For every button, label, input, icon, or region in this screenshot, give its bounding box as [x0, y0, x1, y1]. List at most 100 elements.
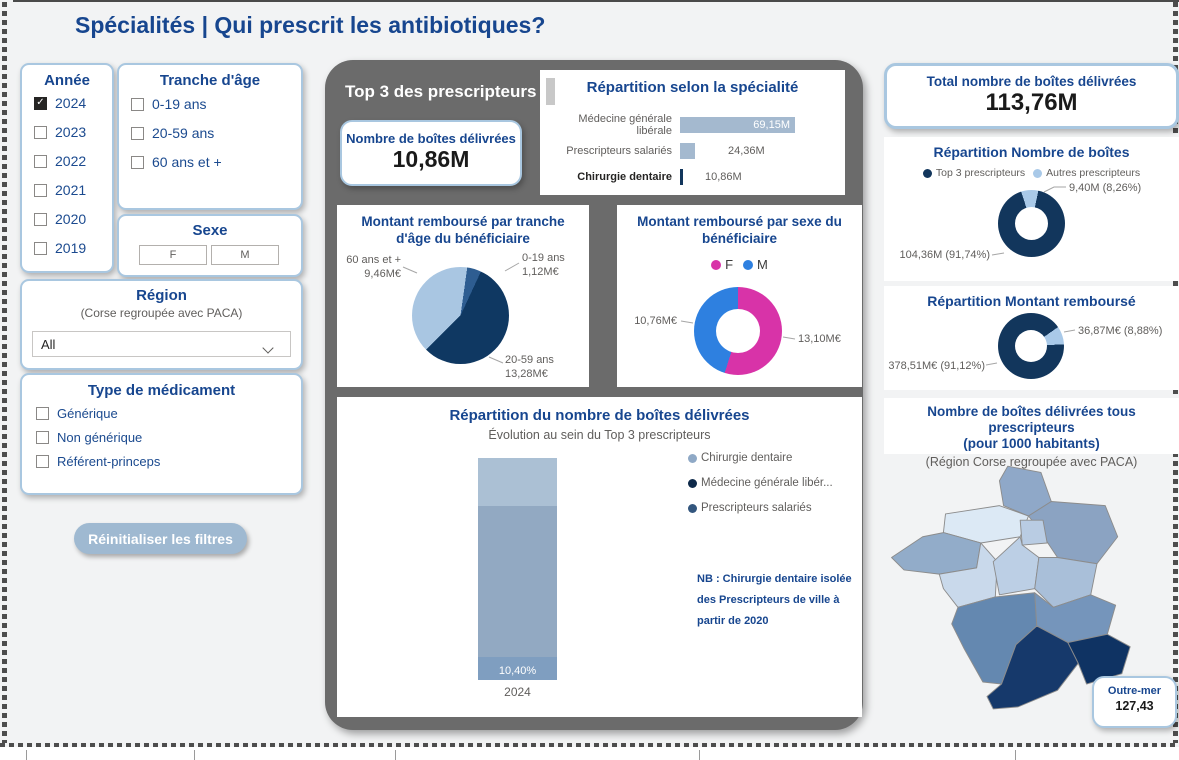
column-divider: [26, 750, 27, 760]
checkbox-row-2020[interactable]: ✓ 2020: [34, 211, 86, 227]
bar[interactable]: [680, 116, 795, 133]
checkbox-label[interactable]: 2020: [55, 211, 87, 227]
age-pie-title: Montant remboursé par tranche d'âge du b…: [361, 214, 565, 246]
checkbox-label[interactable]: Générique: [57, 406, 118, 421]
legend-item[interactable]: Top 3 prescripteurs: [922, 167, 1025, 179]
checkbox-label[interactable]: Non générique: [57, 430, 143, 445]
map-header-card: Nombre de boîtes délivrées tous prescrip…: [884, 398, 1179, 469]
checkbox-label[interactable]: 2023: [55, 124, 87, 140]
checkbox-row-non-generique[interactable]: ✓ Non générique: [36, 430, 142, 445]
checkbox-row-generique[interactable]: ✓ Générique: [36, 406, 118, 421]
checkbox-label[interactable]: 60 ans et +: [152, 154, 222, 170]
pie-label-60plus: 60 ans et +9,46M€: [346, 254, 401, 280]
checkbox[interactable]: ✓: [34, 96, 47, 110]
region-dropdown[interactable]: All: [32, 331, 291, 357]
checkbox-label[interactable]: 20-59 ans: [152, 125, 215, 141]
legend-item[interactable]: Médecine générale libér...: [688, 477, 833, 489]
checkbox[interactable]: ✓: [36, 431, 49, 444]
chart-card-montant-donut: Répartition Montant remboursé 36,87M€ (8…: [884, 286, 1179, 390]
nombre-donut-chart[interactable]: [998, 190, 1065, 257]
map-title-line1: Nombre de boîtes délivrées tous prescrip…: [927, 404, 1136, 435]
map-region-ile-de-france[interactable]: [1019, 519, 1048, 546]
checkbox-label[interactable]: 2019: [55, 240, 87, 256]
checkbox-row-2024[interactable]: ✓ 2024: [34, 95, 86, 111]
tranche-age-title: Tranche d'âge: [159, 72, 261, 89]
donut-label-top3: 378,51M€ (91,12%): [888, 360, 985, 372]
sexe-donut-title: Montant remboursé par sexe du bénéficiai…: [637, 214, 842, 246]
checkbox[interactable]: ✓: [34, 212, 47, 226]
checkbox-row-referent-princeps[interactable]: ✓ Référent-princeps: [36, 454, 160, 469]
legend-item[interactable]: Prescripteurs salariés: [688, 502, 833, 514]
segment-medecine-generale[interactable]: [478, 505, 557, 657]
checkbox-row-2022[interactable]: ✓ 2022: [34, 153, 86, 169]
chart-card-specialite: Répartition selon la spécialité Médecine…: [540, 70, 845, 195]
map-title-line2: (pour 1000 habitants): [963, 436, 1100, 451]
legend-dot: [688, 503, 697, 513]
segment-prescripteurs-salaries[interactable]: [478, 458, 557, 506]
sexe-button-f[interactable]: F: [139, 245, 207, 265]
age-pie-chart[interactable]: [412, 267, 509, 364]
bar-category-label[interactable]: Chirurgie dentaire: [577, 170, 672, 183]
montant-donut-chart[interactable]: [998, 313, 1064, 379]
chevron-down-icon: [262, 339, 282, 354]
map-region-occitanie[interactable]: [986, 625, 1079, 710]
outre-mer-card: Outre-mer 127,43: [1092, 676, 1177, 728]
checkbox-row-0-19[interactable]: ✓ 0-19 ans: [131, 96, 206, 112]
total-kpi-label: Total nombre de boîtes délivrées: [926, 74, 1137, 89]
checkbox-row-60-plus[interactable]: ✓ 60 ans et +: [131, 154, 222, 170]
checkbox[interactable]: ✓: [34, 154, 47, 168]
filter-card-tranche-age: Tranche d'âge: [117, 63, 303, 210]
donut-label-m: 10,76M€: [634, 315, 677, 327]
segment-chirurgie-dentaire[interactable]: 10,40%: [478, 656, 557, 680]
checkbox-row-20-59[interactable]: ✓ 20-59 ans: [131, 125, 214, 141]
sexe-donut-chart[interactable]: [694, 287, 782, 375]
legend-item[interactable]: Chirurgie dentaire: [688, 452, 833, 464]
map-region-bretagne[interactable]: [891, 532, 982, 575]
checkbox[interactable]: ✓: [36, 407, 49, 420]
legend-item-f[interactable]: F: [711, 257, 733, 272]
map-region-centre-val-de-loire[interactable]: [992, 536, 1040, 596]
donut-label-autres: 9,40M (8,26%): [1069, 182, 1142, 194]
checkbox[interactable]: ✓: [34, 241, 47, 255]
evolution-subtitle: Évolution au sein du Top 3 prescripteurs: [488, 428, 711, 442]
bar[interactable]: [680, 168, 683, 185]
bar-category-label[interactable]: Médecine générale libérale: [578, 112, 672, 137]
reset-filters-button[interactable]: Réinitialiser les filtres: [74, 523, 247, 554]
page-border-top: [13, 0, 1179, 2]
bar[interactable]: [680, 142, 695, 159]
region-subtitle: (Corse regroupée avec PACA): [80, 306, 243, 320]
donut-hole: [1015, 330, 1047, 362]
checkbox[interactable]: ✓: [34, 125, 47, 139]
chart-card-evolution: Répartition du nombre de boîtes délivrée…: [337, 397, 862, 717]
nombre-donut-title: Répartition Nombre de boîtes: [933, 144, 1130, 160]
checkbox-row-2021[interactable]: ✓ 2021: [34, 182, 86, 198]
map-region-paca[interactable]: [1067, 633, 1131, 685]
bar-row: Chirurgie dentaire 10,86M: [548, 168, 838, 185]
checkbox[interactable]: ✓: [34, 183, 47, 197]
sexe-button-m[interactable]: M: [211, 245, 279, 265]
checkbox[interactable]: ✓: [131, 126, 144, 140]
checkbox-row-2019[interactable]: ✓ 2019: [34, 240, 86, 256]
checkbox-label[interactable]: 2024: [55, 95, 87, 111]
top3-panel-title: Top 3 des prescripteurs: [345, 82, 537, 101]
stacked-bar-2024[interactable]: 10,40%: [478, 458, 557, 680]
checkbox[interactable]: ✓: [36, 455, 49, 468]
kpi-label: Nombre de boîtes délivrées: [346, 131, 516, 146]
checkbox[interactable]: ✓: [131, 155, 144, 169]
scrollbar-thumb[interactable]: [546, 78, 555, 105]
pie-label-0-19: 0-19 ans 1,12M€: [522, 252, 565, 278]
checkbox-row-2023[interactable]: ✓ 2023: [34, 124, 86, 140]
top3-panel: Top 3 des prescripteurs Nombre de boîtes…: [325, 60, 863, 730]
legend-item[interactable]: Autres prescripteurs: [1033, 167, 1140, 179]
bar-category-label[interactable]: Prescripteurs salariés: [566, 144, 672, 157]
evolution-legend: Chirurgie dentaire Médecine générale lib…: [688, 452, 833, 514]
checkbox-label[interactable]: Référent-princeps: [57, 454, 161, 469]
bar-value: 69,15M: [753, 118, 790, 131]
checkbox[interactable]: ✓: [131, 97, 144, 111]
france-choropleth-map: [891, 465, 1131, 710]
checkbox-label[interactable]: 2021: [55, 182, 87, 198]
legend-item-m[interactable]: M: [743, 257, 768, 272]
checkbox-label[interactable]: 0-19 ans: [152, 96, 207, 112]
checkbox-label[interactable]: 2022: [55, 153, 87, 169]
next-section-strip: [0, 747, 1179, 760]
